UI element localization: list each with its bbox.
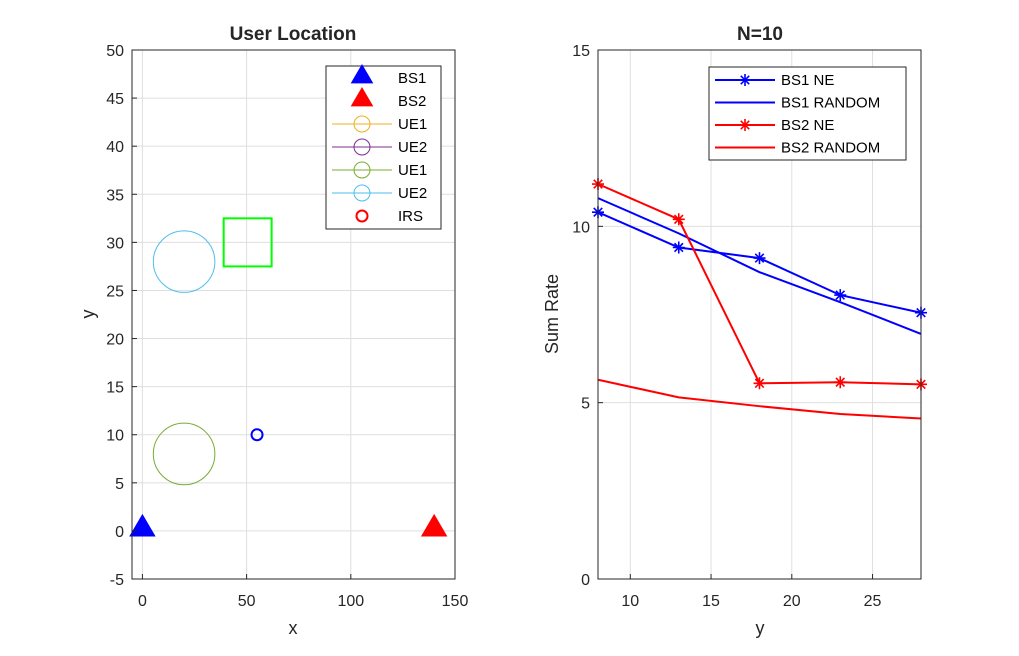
regions bbox=[152, 217, 273, 486]
legend-label: BS2 RANDOM bbox=[781, 140, 880, 157]
ticks: 10 15 20 25 0 5 10 15 bbox=[572, 43, 881, 610]
ticks: 0 50 100 150 -5 0 5 10 15 20 25 30 35 40 45 50 bbox=[106, 43, 468, 610]
series-line bbox=[597, 197, 922, 335]
x-axis-label: y bbox=[756, 618, 765, 638]
y-tick-label: 50 bbox=[106, 43, 124, 60]
legend-marker bbox=[739, 74, 751, 86]
y-tick-label: 15 bbox=[106, 380, 124, 397]
x-tick-label: 150 bbox=[442, 593, 469, 610]
y-tick-label: 40 bbox=[106, 139, 124, 156]
y-tick-label: 5 bbox=[581, 396, 590, 413]
data-point bbox=[753, 377, 766, 390]
legend-label: BS1 NE bbox=[781, 72, 834, 89]
legend-item: BS2 bbox=[350, 87, 426, 110]
y-tick-label: 15 bbox=[572, 43, 590, 60]
y-axis-label: y bbox=[78, 310, 98, 319]
legend-marker bbox=[353, 161, 371, 179]
chart-title: N=10 bbox=[737, 24, 783, 45]
legend-marker bbox=[353, 115, 371, 133]
user-location-chart: 0 50 100 150 -5 0 5 10 15 20 25 30 35 40 45 50 User Loc… bbox=[78, 24, 468, 638]
legend-marker bbox=[353, 184, 371, 202]
legend-marker bbox=[350, 87, 374, 107]
legend-label: IRS bbox=[398, 208, 423, 225]
y-tick-label: 5 bbox=[115, 476, 124, 493]
legend-label: UE1 bbox=[398, 162, 427, 179]
x-tick-label: 50 bbox=[238, 593, 256, 610]
legend-marker bbox=[353, 138, 371, 156]
legend-label: BS1 RANDOM bbox=[781, 95, 880, 112]
x-tick-label: 15 bbox=[702, 593, 720, 610]
legend-item: BS1 bbox=[350, 64, 426, 87]
legend-item: UE1 bbox=[332, 161, 427, 179]
data-point bbox=[753, 252, 766, 265]
y-tick-label: 45 bbox=[106, 91, 124, 108]
legend-item: BS2 RANDOM bbox=[715, 140, 880, 157]
legend-item: UE2 bbox=[332, 138, 427, 156]
legend-marker bbox=[355, 209, 369, 223]
x-axis-label: x bbox=[289, 618, 298, 638]
axes-box bbox=[131, 49, 456, 580]
legend-label: BS2 NE bbox=[781, 117, 834, 134]
series-bs1-random bbox=[597, 197, 922, 335]
data-point bbox=[672, 241, 685, 254]
point-bs2 bbox=[420, 513, 448, 537]
x-tick-label: 10 bbox=[621, 593, 639, 610]
y-tick-label: 10 bbox=[572, 219, 590, 236]
y-tick-label: 0 bbox=[581, 572, 590, 589]
legend-label: UE1 bbox=[398, 116, 427, 133]
y-tick-label: 30 bbox=[106, 235, 124, 252]
legend-item: UE2 bbox=[332, 184, 427, 202]
x-tick-label: 20 bbox=[783, 593, 801, 610]
x-tick-label: 0 bbox=[138, 593, 147, 610]
coverage-circle bbox=[152, 230, 216, 293]
point-irs bbox=[250, 428, 264, 442]
y-tick-label: 20 bbox=[106, 332, 124, 349]
y-axis-label: Sum Rate bbox=[542, 274, 562, 354]
y-tick-label: 0 bbox=[115, 524, 124, 541]
y-tick-label: 25 bbox=[106, 283, 124, 300]
legend-label: BS2 bbox=[398, 93, 426, 110]
y-tick-label: -5 bbox=[110, 572, 124, 589]
data-point bbox=[672, 213, 685, 226]
legend-label: BS1 bbox=[398, 70, 426, 87]
y-tick-label: 35 bbox=[106, 187, 124, 204]
legend-item: IRS bbox=[355, 208, 423, 225]
legend-label: UE2 bbox=[398, 185, 427, 202]
legend-item: UE1 bbox=[332, 115, 427, 133]
data-point bbox=[834, 376, 847, 389]
series-line bbox=[597, 378, 922, 420]
legend-item: BS1 NE bbox=[715, 72, 834, 89]
series-bs2-random bbox=[597, 378, 922, 420]
legend-item: BS1 RANDOM bbox=[715, 95, 880, 112]
irs-region-rect bbox=[222, 217, 273, 268]
axes-box bbox=[597, 49, 922, 580]
y-tick-label: 10 bbox=[106, 428, 124, 445]
chart-title: User Location bbox=[230, 24, 357, 45]
x-tick-label: 100 bbox=[337, 593, 364, 610]
data-point bbox=[834, 289, 847, 302]
coverage-circle bbox=[152, 422, 216, 486]
legend-marker bbox=[350, 64, 374, 84]
legend-item: BS2 NE bbox=[715, 117, 834, 134]
legend: BS1 NE BS1 RANDOM BS2 NE BS2 RANDOM bbox=[708, 66, 907, 161]
legend: BS1 BS2 UE1 UE2 UE1 UE2 IRS bbox=[325, 64, 442, 230]
legend-marker bbox=[739, 119, 751, 131]
x-tick-label: 25 bbox=[864, 593, 882, 610]
series bbox=[592, 178, 927, 420]
legend-label: UE2 bbox=[398, 139, 427, 156]
